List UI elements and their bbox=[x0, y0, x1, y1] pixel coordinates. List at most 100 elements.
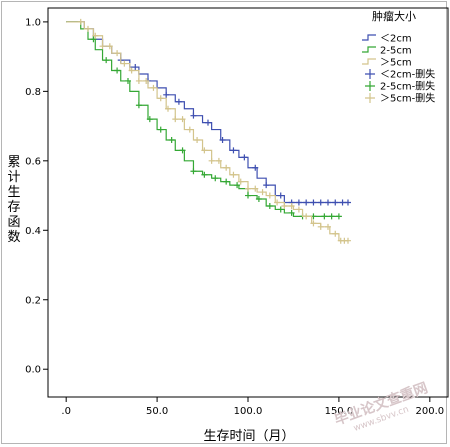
censor-mark bbox=[172, 116, 179, 123]
y-axis-title-char: 累 bbox=[7, 155, 20, 170]
censor-mark bbox=[150, 84, 157, 91]
x-tick-label: 150.0 bbox=[325, 406, 354, 417]
legend-entry: ＜2cm-删失 bbox=[380, 68, 435, 81]
x-axis-title: 生存时间（月） bbox=[203, 429, 294, 444]
censor-mark bbox=[321, 213, 328, 220]
legend-swatch bbox=[365, 81, 375, 91]
censor-mark bbox=[325, 199, 331, 206]
censor-mark bbox=[77, 18, 84, 25]
series-line bbox=[66, 21, 339, 217]
y-axis-title-char: 数 bbox=[7, 230, 20, 245]
legend-swatch bbox=[362, 58, 376, 65]
x-tick-label: 100.0 bbox=[234, 406, 263, 417]
censor-mark bbox=[310, 199, 317, 206]
censor-mark bbox=[230, 147, 237, 154]
censor-mark bbox=[114, 67, 121, 74]
series-1 bbox=[66, 21, 342, 220]
y-axis-title-char: 存 bbox=[7, 200, 20, 215]
censor-mark bbox=[190, 168, 197, 175]
censor-mark bbox=[201, 171, 208, 178]
series-line bbox=[66, 21, 348, 242]
x-tick-label: 50.0 bbox=[146, 406, 168, 417]
censor-mark bbox=[266, 202, 273, 209]
censor-mark bbox=[288, 202, 295, 209]
y-tick-label: 1.0 bbox=[25, 17, 41, 28]
censor-mark bbox=[194, 136, 201, 143]
censor-mark bbox=[190, 112, 197, 119]
censor-mark bbox=[121, 60, 128, 67]
censor-mark bbox=[335, 213, 342, 220]
censor-mark bbox=[205, 119, 211, 126]
legend-swatch bbox=[365, 69, 375, 79]
censor-mark bbox=[143, 77, 150, 84]
censor-mark bbox=[245, 185, 251, 192]
censor-mark bbox=[339, 199, 346, 206]
legend-entry: 2-5cm-删失 bbox=[380, 80, 435, 93]
censor-mark bbox=[263, 182, 270, 189]
axes: 0.0 0.2 0.4 0.6 0.8 1.0 .0 50.0 100.0 150.0 200.0 bbox=[25, 17, 444, 417]
censor-mark bbox=[201, 147, 208, 154]
y-axis-title-char: 计 bbox=[7, 170, 20, 185]
censor-mark bbox=[245, 192, 251, 199]
censor-mark bbox=[208, 157, 215, 164]
censor-mark bbox=[234, 182, 241, 189]
censor-mark bbox=[255, 196, 262, 203]
series-layer bbox=[66, 18, 351, 244]
y-tick-label: 0.2 bbox=[25, 295, 41, 306]
censor-mark bbox=[332, 230, 339, 237]
x-tick-label: .0 bbox=[61, 406, 71, 417]
censor-mark bbox=[328, 213, 335, 220]
censor-mark bbox=[125, 77, 131, 84]
censor-mark bbox=[179, 147, 186, 154]
legend-entry: ＜2cm bbox=[380, 34, 412, 45]
censor-mark bbox=[317, 223, 324, 230]
censor-mark bbox=[103, 57, 110, 64]
censor-mark bbox=[317, 199, 324, 206]
censor-mark bbox=[85, 25, 91, 32]
censor-mark bbox=[230, 171, 237, 178]
censor-mark bbox=[288, 209, 295, 216]
censor-mark bbox=[345, 237, 351, 244]
series-0 bbox=[66, 21, 351, 206]
censor-mark bbox=[252, 164, 259, 171]
censor-mark bbox=[223, 164, 230, 171]
censor-mark bbox=[277, 206, 284, 213]
censor-mark bbox=[135, 102, 142, 109]
censor-mark bbox=[277, 192, 284, 199]
legend-entry: ＞5cm bbox=[380, 58, 412, 69]
censor-mark bbox=[157, 126, 164, 133]
censor-mark bbox=[157, 95, 164, 102]
censor-mark bbox=[175, 98, 182, 105]
censor-mark bbox=[325, 223, 331, 230]
censor-mark bbox=[281, 202, 288, 209]
censor-mark bbox=[135, 77, 142, 84]
censor-mark bbox=[295, 199, 302, 206]
censor-mark bbox=[128, 67, 135, 74]
censor-mark bbox=[310, 220, 317, 227]
censor-mark bbox=[252, 185, 259, 192]
censor-mark bbox=[266, 192, 273, 199]
legend-entry: 2-5cm bbox=[380, 46, 412, 57]
censor-mark bbox=[219, 136, 226, 143]
y-tick-label: 0.0 bbox=[25, 365, 41, 376]
censor-mark bbox=[237, 178, 244, 185]
y-tick-label: 0.6 bbox=[25, 156, 41, 167]
censor-mark bbox=[90, 36, 97, 43]
censor-mark bbox=[179, 116, 186, 123]
y-tick-label: 0.8 bbox=[25, 87, 41, 98]
y-axis-title-char: 生 bbox=[7, 185, 20, 200]
legend-swatch bbox=[362, 46, 376, 53]
censor-mark bbox=[274, 199, 281, 206]
legend-entry: ＞5cm-删失 bbox=[380, 92, 435, 105]
censor-mark bbox=[165, 105, 171, 112]
censor-mark bbox=[215, 157, 222, 164]
censor-mark bbox=[295, 206, 302, 213]
legend-title: 肿瘤大小 bbox=[372, 9, 416, 23]
censor-mark bbox=[132, 64, 139, 71]
censor-mark bbox=[106, 43, 113, 50]
legend-swatch bbox=[365, 93, 375, 103]
censor-mark bbox=[241, 154, 248, 161]
censor-mark bbox=[92, 32, 99, 39]
